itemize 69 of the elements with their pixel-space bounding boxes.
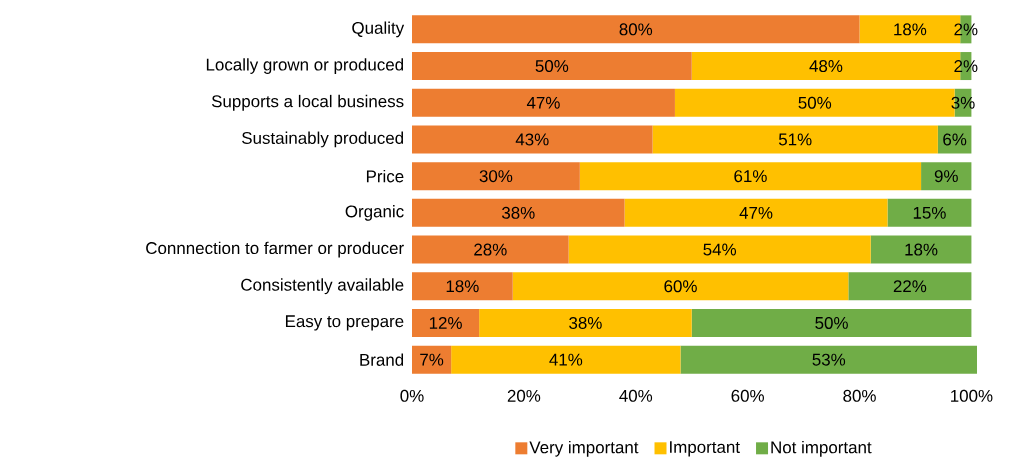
data-label: 80% [619, 23, 653, 36]
y-tick-label: Supports a local business [211, 94, 404, 111]
bar [412, 235, 569, 264]
y-tick-label: Locally grown or produced [206, 58, 404, 74]
y-tick-label: Quality [352, 21, 405, 38]
x-tick-label: 40% [619, 389, 653, 402]
data-label: 50% [535, 60, 569, 73]
data-label: 51% [778, 133, 812, 146]
x-tick-label: 100% [951, 389, 993, 402]
bar [412, 52, 692, 81]
data-label: 18% [446, 280, 479, 293]
bar [412, 345, 452, 374]
data-label: 7% [420, 353, 444, 366]
x-tick-label: 60% [731, 389, 764, 402]
data-label: 22% [893, 280, 927, 293]
data-label: 38% [501, 206, 535, 219]
data-label: 28% [474, 243, 507, 256]
data-label: 61% [734, 170, 767, 183]
bar [652, 125, 938, 154]
x-tick-label: 20% [507, 389, 541, 402]
data-label: 38% [569, 316, 602, 329]
data-label: 50% [815, 316, 848, 329]
bar [887, 198, 972, 227]
data-label: 50% [798, 96, 832, 109]
data-label: 47% [739, 206, 773, 219]
bar [512, 272, 849, 301]
x-tick-label: 0% [400, 389, 424, 402]
y-tick-label: Easy to prepare [285, 315, 404, 331]
bar [921, 162, 972, 191]
data-label: 41% [549, 353, 583, 366]
bar [412, 198, 625, 227]
data-label: 54% [703, 243, 737, 256]
bar [412, 125, 653, 154]
data-label: 9% [934, 170, 958, 183]
bar [412, 88, 675, 117]
data-label: 30% [479, 170, 513, 183]
data-label: 15% [913, 206, 946, 219]
y-tick-label: Brand [360, 353, 404, 366]
bar [479, 308, 692, 337]
data-label: 43% [515, 133, 549, 146]
legend-label: Not important [771, 440, 872, 457]
data-label: 12% [429, 316, 462, 329]
bar [691, 308, 972, 337]
data-label: 47% [526, 96, 560, 109]
bar [412, 272, 513, 301]
bar [848, 272, 972, 301]
legend-label: Very important [529, 440, 639, 457]
bar [412, 162, 580, 191]
bar [624, 198, 888, 227]
data-label: 60% [664, 280, 697, 293]
bar [870, 235, 972, 264]
data-label: 18% [905, 243, 938, 256]
data-label: 6% [943, 133, 967, 146]
legend-label: Important [670, 441, 740, 457]
data-label: 53% [812, 353, 846, 366]
bar [579, 162, 922, 191]
y-tick-label: Sustainably produced [242, 131, 404, 148]
bar [412, 308, 480, 337]
data-label: 48% [809, 60, 843, 73]
bar [412, 15, 860, 44]
y-tick-label: Consistently available [241, 278, 404, 295]
y-tick-label: Organic [345, 204, 404, 221]
bar [568, 235, 871, 264]
x-tick-label: 80% [843, 389, 876, 402]
data-label: 18% [894, 23, 927, 36]
bar [451, 345, 681, 374]
bar [680, 345, 978, 374]
y-tick-label: Connnection to farmer or producer [146, 241, 404, 258]
y-tick-label: Price [366, 169, 404, 183]
